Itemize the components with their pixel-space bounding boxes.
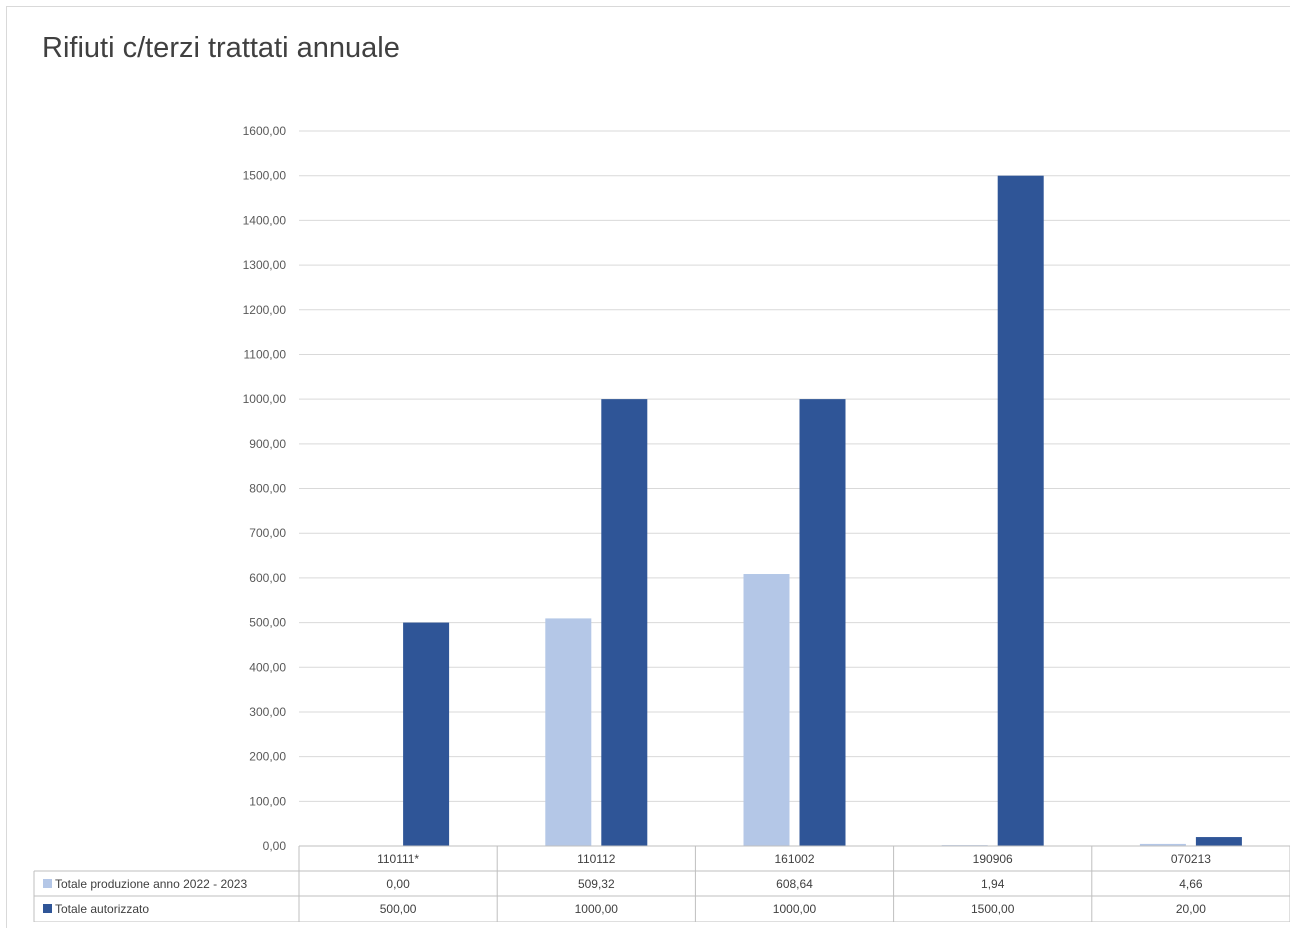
y-tick-label: 500,00 xyxy=(249,616,286,630)
y-axis-ticks: 0,00 100,00 200,00 300,00 400,00 500,00 600,00… xyxy=(243,124,287,853)
chart-frame xyxy=(6,6,1290,928)
data-table: 110111* 110112 161002 190906 070213 Totale pr… xyxy=(33,845,1290,922)
data-label: 1000,00 xyxy=(773,902,817,916)
y-tick-label: 1200,00 xyxy=(243,303,287,317)
y-tick-label: 200,00 xyxy=(249,750,286,764)
y-tick-label: 1600,00 xyxy=(243,124,287,138)
data-label: 500,00 xyxy=(380,902,417,916)
y-tick-label: 0,00 xyxy=(263,839,287,853)
data-label: 1,94 xyxy=(981,877,1005,891)
y-tick-label: 400,00 xyxy=(249,660,286,674)
bar-autorizzato-110112 xyxy=(601,399,648,846)
gridlines xyxy=(299,130,1290,847)
data-label: 4,66 xyxy=(1179,877,1203,891)
y-tick-label: 700,00 xyxy=(249,526,286,540)
bars xyxy=(403,175,1242,846)
y-tick-label: 1500,00 xyxy=(243,169,287,183)
data-label: 1000,00 xyxy=(575,902,619,916)
legend-entry: Totale autorizzato xyxy=(55,902,149,916)
bar-produzione-110112 xyxy=(545,618,592,846)
data-label: 509,32 xyxy=(578,877,615,891)
bar-produzione-161002 xyxy=(743,574,790,846)
legend-key xyxy=(43,904,52,913)
y-tick-label: 100,00 xyxy=(249,794,286,808)
x-tick-label: 161002 xyxy=(774,852,814,866)
legend-key xyxy=(43,879,52,888)
bar-autorizzato-110111* xyxy=(403,622,450,846)
chart-title: Rifiuti c/terzi trattati annuale xyxy=(42,32,400,64)
y-tick-label: 1300,00 xyxy=(243,258,287,272)
y-tick-label: 600,00 xyxy=(249,571,286,585)
bar-autorizzato-190906 xyxy=(997,175,1044,846)
x-tick-label: 070213 xyxy=(1171,852,1211,866)
y-tick-label: 1000,00 xyxy=(243,392,287,406)
data-label: 20,00 xyxy=(1176,902,1206,916)
x-tick-label: 110111* xyxy=(377,852,419,866)
legend-entry: Totale produzione anno 2022 - 2023 xyxy=(55,877,247,891)
data-label: 1500,00 xyxy=(971,902,1015,916)
x-tick-label: 190906 xyxy=(973,852,1013,866)
y-tick-label: 1400,00 xyxy=(243,213,287,227)
bar-autorizzato-070213 xyxy=(1195,837,1242,846)
x-tick-label: 110112 xyxy=(577,852,616,866)
bar-autorizzato-161002 xyxy=(799,399,846,846)
y-tick-label: 1100,00 xyxy=(244,347,287,361)
y-tick-label: 900,00 xyxy=(249,437,286,451)
bar-produzione-070213 xyxy=(1139,843,1186,846)
y-tick-label: 800,00 xyxy=(249,482,286,496)
data-label: 0,00 xyxy=(386,877,410,891)
y-tick-label: 300,00 xyxy=(249,705,286,719)
data-label: 608,64 xyxy=(776,877,813,891)
